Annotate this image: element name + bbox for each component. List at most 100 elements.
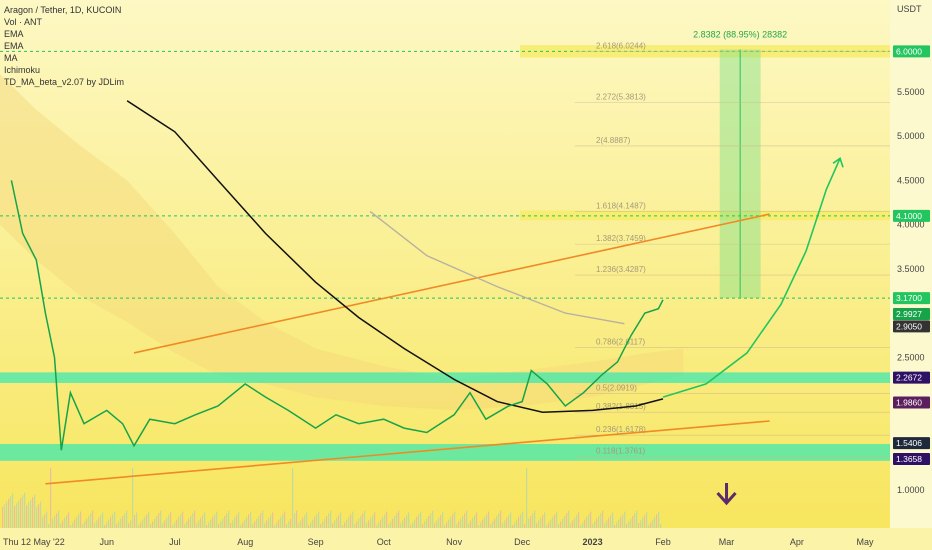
volume-bar [640,520,642,528]
volume-bar [656,514,658,528]
price-axis-badge [893,209,930,222]
volume-bar [96,520,98,528]
volume-bar [468,523,470,528]
volume-bar [384,514,386,528]
volume-bar [570,523,572,528]
x-tick-label: Jun [99,537,114,547]
fib-label: 0.5(2.0919) [596,384,637,393]
volume-bar [174,522,176,528]
volume-bar [496,516,498,528]
volume-bar [578,512,580,528]
volume-bar [280,516,282,528]
volume-bar [240,525,242,528]
projection-arrow-head [832,157,844,168]
volume-bar [150,524,152,528]
volume-bar [616,522,618,528]
fib-label: 1.618(4.1487) [596,201,646,210]
volume-bar [54,516,56,528]
volume-bar [582,522,584,528]
price-axis-badge [893,396,930,409]
volume-bar [606,520,608,528]
volume-bar [436,520,438,528]
zone-band [0,444,890,461]
volume-bar [284,511,286,528]
volume-bar [6,501,8,528]
volume-bar [104,525,106,528]
volume-bar [24,492,26,528]
volume-bar [262,510,264,528]
volume-bar [330,510,332,528]
volume-bar [276,522,278,528]
volume-bar [558,524,560,528]
volume-bar [356,521,358,528]
volume-bar [116,524,118,528]
volume-bar [348,516,350,528]
volume-bar [300,520,302,528]
volume-bar [626,524,628,528]
fib-label: 2.618(6.0244) [596,41,646,50]
volume-bar [248,514,250,528]
volume-bar [366,523,368,528]
volume-bar [552,516,554,528]
volume-bar [162,523,164,528]
fib-label: 0.118(1.3761) [596,446,646,455]
volume-bar [164,520,166,528]
volume-bar [614,525,616,528]
y-tick-label: 2.5000 [897,352,925,362]
target-box-label: 2.8382 (88.95%) 28382 [693,30,787,40]
volume-bar [388,524,390,528]
x-tick-label: Thu 12 May '22 [3,537,65,547]
volume-bar [322,521,324,528]
volume-bar [594,521,596,528]
volume-bar [66,515,68,528]
volume-bar [580,525,582,528]
volume-bar [646,512,648,528]
y-tick-label: 4.0000 [897,220,925,230]
volume-bar [304,515,306,528]
volume-bar [324,518,326,528]
price-axis-badge-text: 3.1700 [896,293,922,303]
volume-bar [466,510,468,528]
volume-bar [2,507,4,528]
volume-bar [650,522,652,528]
volume-bar [480,522,482,528]
volume-bar [58,510,60,528]
volume-bar [386,511,388,528]
volume-bar [504,520,506,528]
volume-bar [186,521,188,528]
volume-bar [168,515,170,528]
volume-bar [286,524,288,528]
volume-bar [334,520,336,528]
volume-bar [194,510,196,528]
volume-bar [380,519,382,528]
volume-bar [170,512,172,528]
volume-bar [494,518,496,528]
volume-bar [520,514,522,528]
volume-bar [352,511,354,528]
volume-bar [214,514,216,528]
volume-bar [250,511,252,528]
volume-bar [282,514,284,528]
volume-bar [484,516,486,528]
volume-bar [612,512,614,528]
volume-bar [20,498,22,528]
volume-bar [90,513,92,528]
volume-bar [216,511,218,528]
volume-bar [84,521,86,528]
volume-bar [532,513,534,528]
volume-bar [224,516,226,528]
volume-bar [310,522,312,528]
volume-bar [70,525,72,528]
volume-bar [18,500,20,528]
ma-line [369,210,625,325]
volume-bar [396,513,398,528]
volume-bar [290,518,292,528]
volume-bar [184,524,186,528]
volume-bar [336,517,338,528]
volume-bar [476,512,478,528]
volume-bar [618,519,620,528]
volume-bar [298,523,300,528]
fib-label: 1.236(3.4287) [596,265,646,274]
volume-bar [172,525,174,528]
